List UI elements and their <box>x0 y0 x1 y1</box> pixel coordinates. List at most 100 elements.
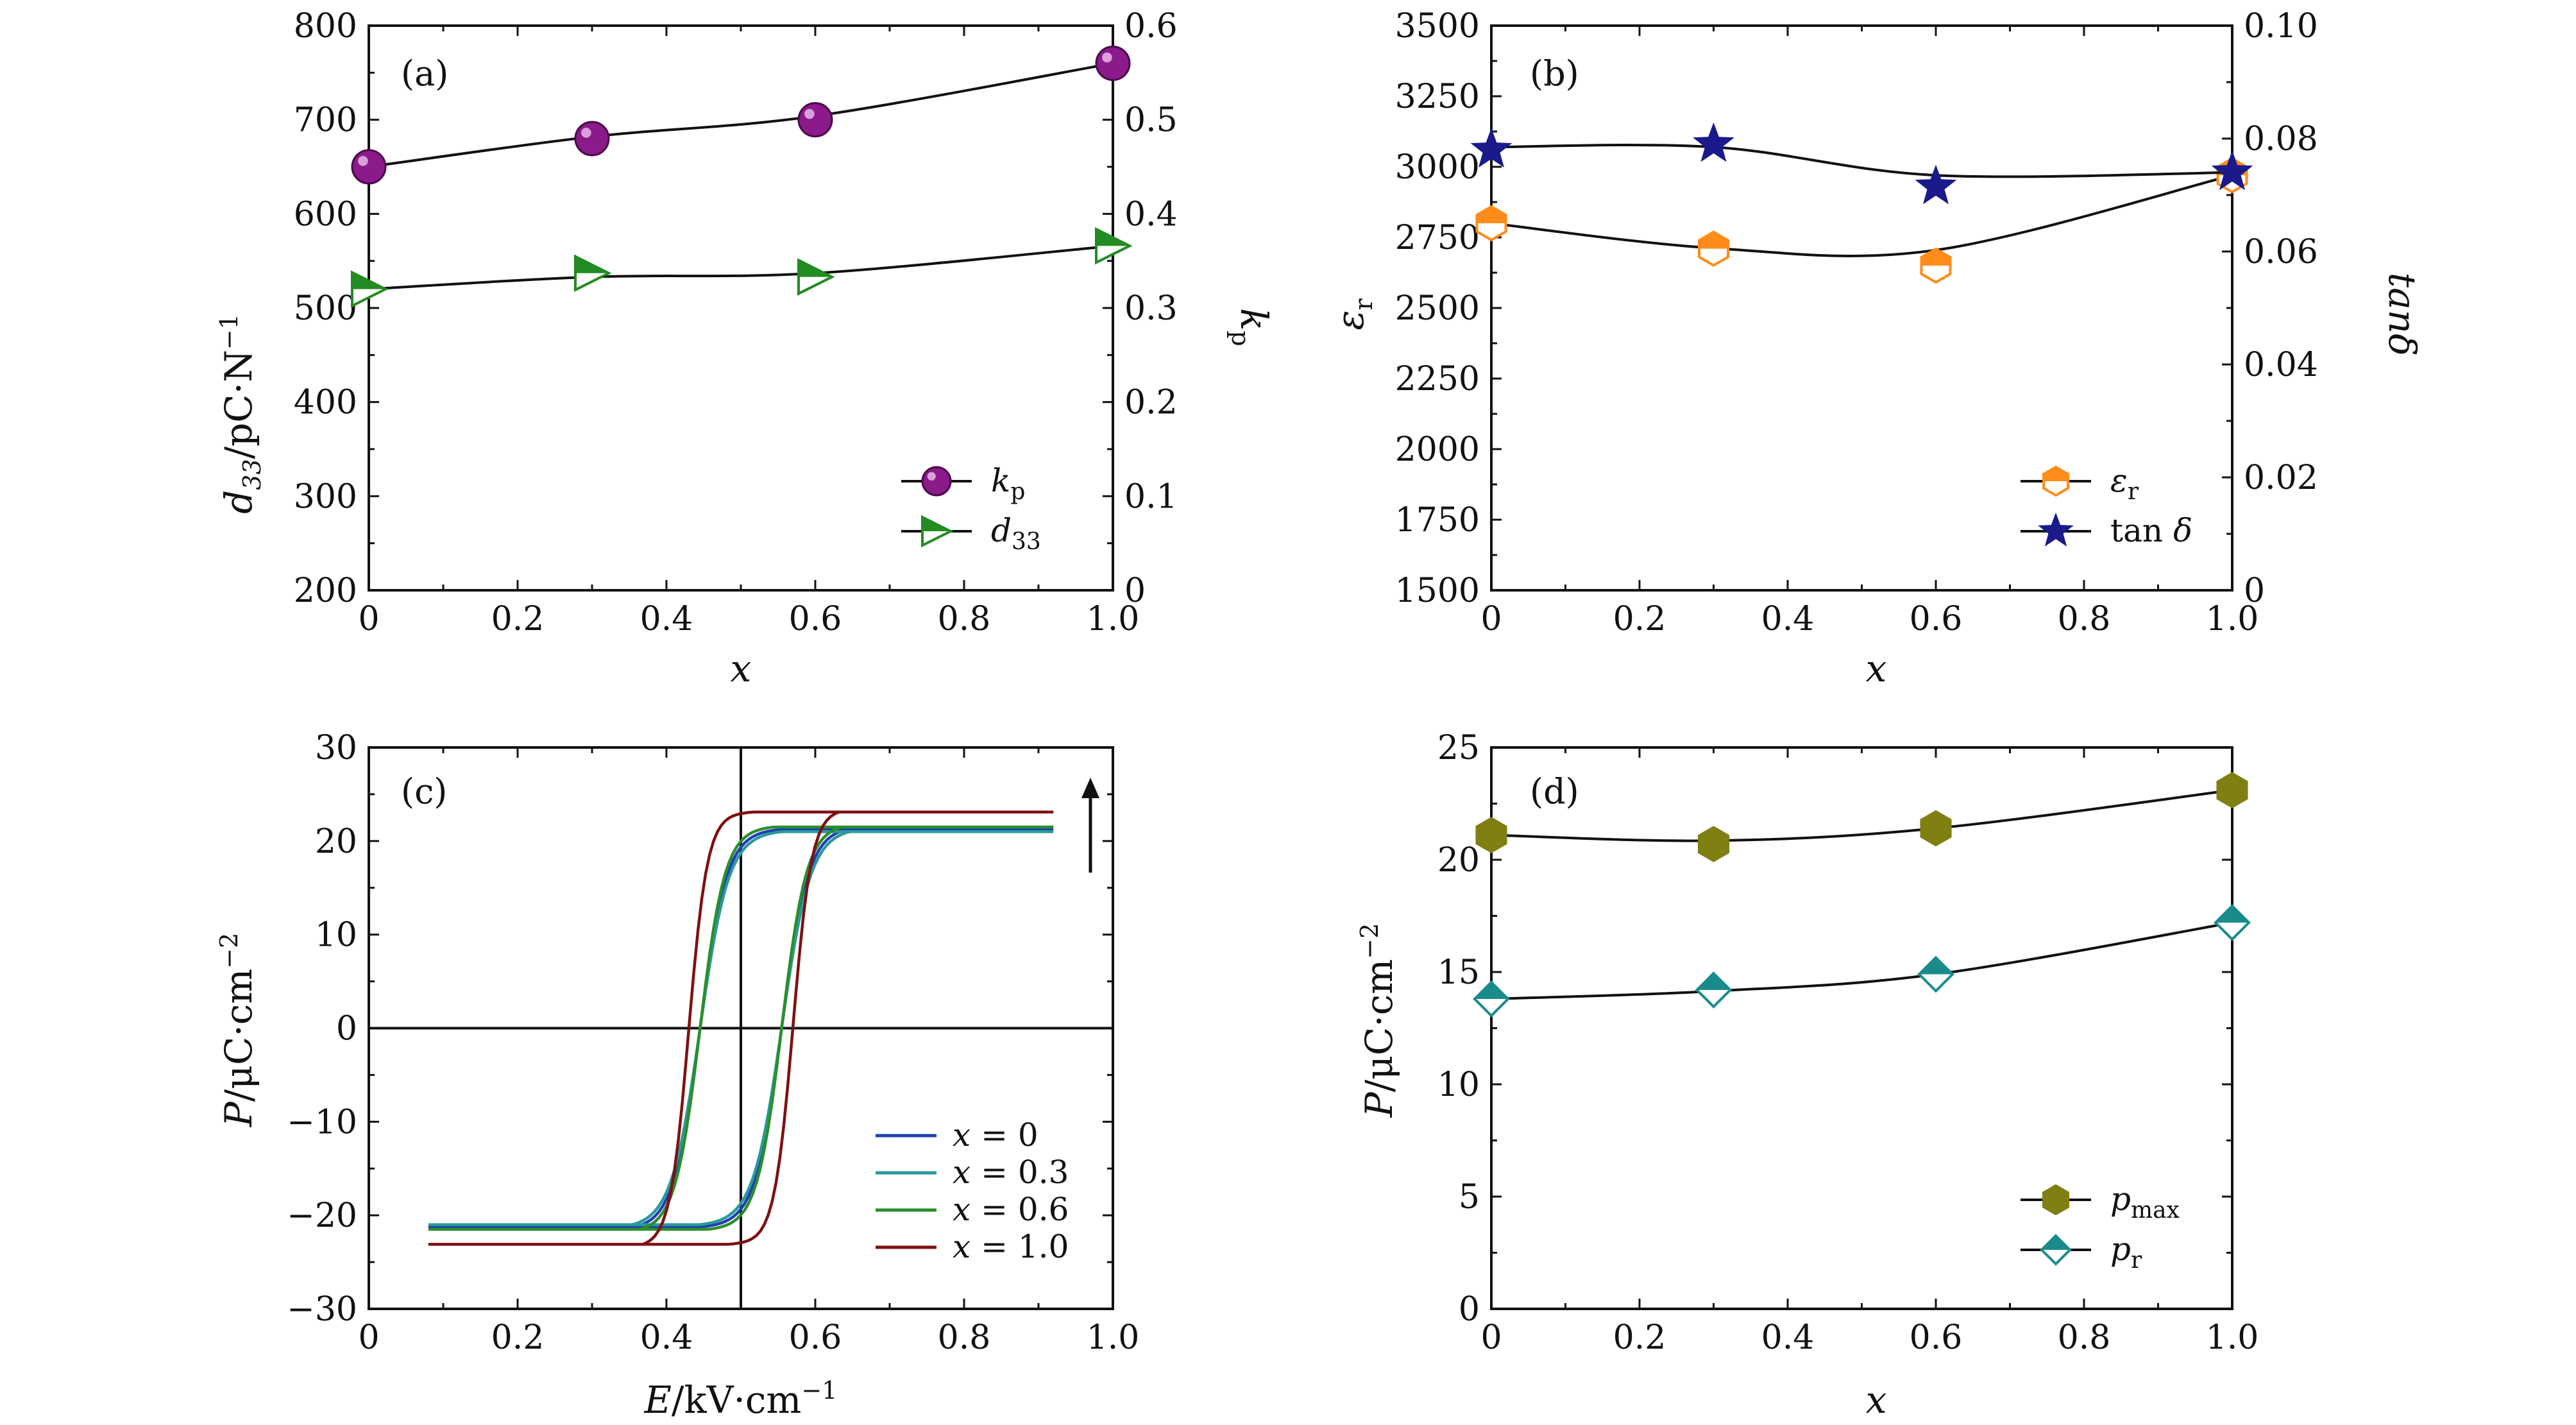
svg-text:P/μC·cm−2: P/μC·cm−2 <box>215 933 260 1128</box>
legend-marker <box>2038 512 2074 547</box>
data-point-d-0 <box>2216 772 2248 808</box>
y-tick-label: 600 <box>294 195 357 234</box>
data-point-d-1 <box>2214 904 2251 941</box>
legend-marker <box>921 466 952 497</box>
data-point-b-1 <box>1915 164 1957 205</box>
y-right-tick-label: 0.2 <box>1124 384 1178 422</box>
legend-label: x = 0.3 <box>953 1154 1069 1191</box>
y-tick-label: 700 <box>294 101 357 140</box>
panel-d-plot: 0 0.2 0.4 0.6 0.8 1.0 0 5 10 15 20 25 pmax pr <box>1437 729 2259 1357</box>
data-point-b-1 <box>1470 128 1513 168</box>
data-point-a-1 <box>351 270 389 308</box>
panel-b-plot: 0 0.2 0.4 0.6 0.8 1.0 1500 1750 2000 2250 2500 2750… <box>1395 7 2318 638</box>
x-tick-label: 0.4 <box>640 1318 693 1357</box>
panel-c-ylabel: P/μC·cm−2 <box>215 933 260 1128</box>
hysteresis-loop-2 <box>428 825 1054 1231</box>
x-tick-label: 0 <box>358 600 379 638</box>
y-right-tick-label: 0 <box>2244 572 2265 610</box>
legend-label: εr <box>2110 462 2139 505</box>
panel-a: 0 0.2 0.4 0.6 0.8 1.0 200 300 400 500 600 700 800 0 0.… <box>215 7 1276 690</box>
x-tick-label: 1.0 <box>1087 600 1140 638</box>
panel-b: 0 0.2 0.4 0.6 0.8 1.0 1500 1750 2000 2250 2500 2750… <box>1328 7 2424 690</box>
fit-line-a-1 <box>368 244 1114 291</box>
fit-line-d-0 <box>1491 789 2233 842</box>
data-point-a-1 <box>1095 226 1133 265</box>
y-right-tick-label: 0.5 <box>1124 101 1178 140</box>
legend-marker-fill <box>2042 1184 2070 1216</box>
data-point-a-1-fill <box>1096 229 1130 246</box>
y-right-tick-label: 0.3 <box>1124 289 1178 328</box>
x-tick-label: 0.2 <box>1613 1318 1666 1357</box>
y-tick-label: 0 <box>1459 1290 1480 1329</box>
y-tick-label: 20 <box>1437 841 1480 880</box>
panel-c-label: (c) <box>401 771 447 812</box>
panel-a-ylabel-right: kp <box>1226 308 1276 346</box>
hysteresis-loop-1 <box>428 830 1054 1227</box>
panel-b-ylabel-right: tanδ <box>2380 273 2424 356</box>
y-tick-label: 1500 <box>1395 572 1480 610</box>
y-tick-label: 20 <box>315 823 357 861</box>
x-tick-label: 0.8 <box>938 600 991 638</box>
legend-marker <box>2042 1184 2070 1216</box>
y-tick-label: 2500 <box>1395 289 1480 328</box>
legend-label: tan δ <box>2110 512 2192 549</box>
legend-marker-fill <box>922 517 951 531</box>
data-point-b-1 <box>2211 150 2253 191</box>
svg-text:d33/pC·N−1: d33/pC·N−1 <box>215 314 266 514</box>
fit-line-b-0 <box>1491 174 2233 257</box>
x-tick-label: 0.8 <box>938 1318 991 1357</box>
data-point-b-0-fill <box>1477 207 1506 223</box>
x-tick-label: 0.6 <box>789 1318 842 1357</box>
data-point-a-0 <box>351 149 387 185</box>
x-tick-label: 0.4 <box>1761 1318 1815 1357</box>
data-point-d-1-fill <box>2216 906 2249 923</box>
x-tick-label: 0.4 <box>1761 600 1815 638</box>
data-point-d-0-fill <box>1920 810 1952 847</box>
data-point-b-0 <box>1697 230 1730 267</box>
y-tick-label: 30 <box>315 729 357 767</box>
legend-marker <box>921 515 954 548</box>
y-tick-label: 200 <box>294 572 357 610</box>
x-tick-label: 1.0 <box>2206 600 2259 638</box>
y-right-tick-label: 0.6 <box>1124 7 1178 46</box>
y-tick-label: 2250 <box>1395 360 1480 398</box>
data-point-a-0 <box>797 102 833 138</box>
svg-text:εr: εr <box>1328 298 1378 330</box>
y-tick-label: 3250 <box>1395 78 1480 116</box>
y-tick-label: 3000 <box>1395 148 1480 187</box>
legend-marker-fill <box>2043 467 2069 481</box>
y-tick-label: 500 <box>294 289 357 328</box>
x-tick-label: 0.6 <box>1910 600 1963 638</box>
y-tick-label: 2000 <box>1395 431 1480 469</box>
data-point-a-0 <box>574 121 610 157</box>
y-right-tick-label: 0.02 <box>2244 459 2318 497</box>
panel-a-ylabel: d33/pC·N−1 <box>215 314 266 514</box>
panel-b-label: (b) <box>1530 53 1579 94</box>
data-point-d-1-fill <box>1697 973 1731 990</box>
y-right-tick-label: 0.06 <box>2244 233 2318 271</box>
data-point-a-1-fill <box>575 256 609 273</box>
y-tick-label: 400 <box>294 384 357 422</box>
y-right-tick-label: 0.1 <box>1124 477 1178 516</box>
x-tick-label: 0.2 <box>491 600 545 638</box>
panel-d-ylabel: P/μC·cm−2 <box>1355 923 1401 1118</box>
y-right-tick-label: 0.08 <box>2244 120 2318 158</box>
legend-marker <box>2040 1234 2072 1266</box>
legend-marker-fill <box>2042 1236 2070 1250</box>
y-tick-label: 300 <box>294 477 357 516</box>
x-tick-label: 0 <box>358 1318 379 1357</box>
legend-marker-highlight <box>927 472 936 481</box>
legend-label: kp <box>991 462 1025 505</box>
data-point-d-0 <box>1697 826 1730 862</box>
y-right-tick-label: 0.4 <box>1124 195 1178 234</box>
y-tick-label: 1750 <box>1395 501 1480 540</box>
y-tick-label: 10 <box>1437 1066 1480 1104</box>
fit-line-d-1 <box>1491 921 2233 1000</box>
data-point-b-1 <box>1693 122 1734 162</box>
x-tick-label: 0 <box>1480 1318 1502 1357</box>
data-point-a-0 <box>1095 46 1131 81</box>
y-tick-label: 5 <box>1459 1178 1480 1216</box>
data-point-a-1 <box>797 258 835 296</box>
x-tick-label: 0.8 <box>2058 600 2111 638</box>
